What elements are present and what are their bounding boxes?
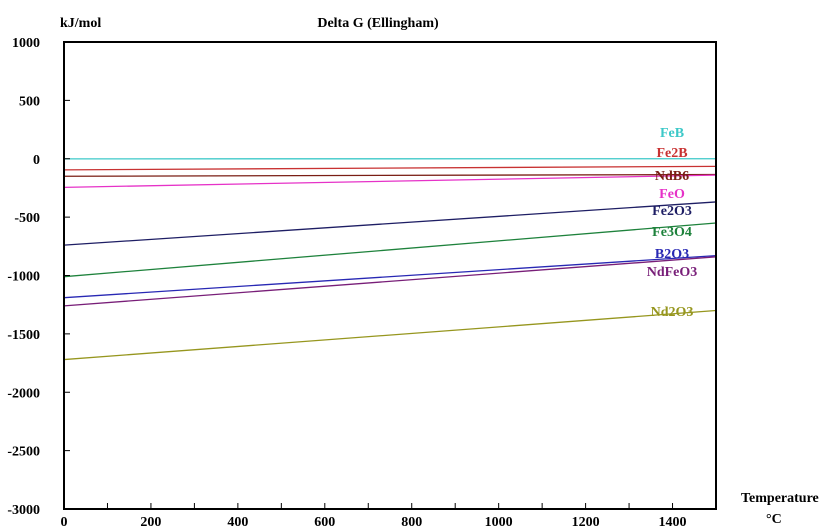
y-tick-label: 1000 — [12, 36, 40, 51]
y-tick-label: 500 — [19, 94, 40, 109]
y-tick-label: -500 — [14, 211, 40, 226]
series-label-ndb6: NdB6 — [655, 169, 689, 184]
x-tick-label: 600 — [314, 515, 335, 530]
series-line-fe3o4 — [63, 222, 717, 278]
series-label-feo: FeO — [659, 187, 685, 202]
y-tick-label: -2000 — [7, 386, 40, 401]
series-line-ndb6 — [63, 173, 717, 177]
series-label-fe2o3: Fe2O3 — [652, 204, 692, 219]
series-label-fe2b: Fe2B — [656, 146, 687, 161]
series-line-ndfeo3 — [63, 256, 717, 307]
plot-frame — [63, 41, 717, 510]
y-axis-label: kJ/mol — [60, 16, 101, 31]
series-label-ndfeo3: NdFeO3 — [647, 265, 698, 280]
x-tick-label: 1200 — [572, 515, 600, 530]
series-line-fe2b — [63, 165, 717, 171]
x-axis-label: Temperature — [741, 491, 819, 506]
series-line-b2o3 — [63, 255, 717, 299]
x-axis-unit: °C — [766, 512, 782, 527]
x-tick-label: 400 — [227, 515, 248, 530]
x-tick-label: 200 — [140, 515, 161, 530]
x-tick-label: 0 — [61, 515, 68, 530]
y-tick-label: -2500 — [7, 445, 40, 460]
x-tick-label: 800 — [401, 515, 422, 530]
chart-title: Delta G (Ellingham) — [317, 16, 439, 31]
series-label-nd2o3: Nd2O3 — [651, 305, 694, 320]
x-tick-label: 1400 — [659, 515, 687, 530]
y-tick-label: -1000 — [7, 270, 40, 285]
series-label-feb: FeB — [660, 126, 684, 141]
x-tick-label: 1000 — [485, 515, 513, 530]
series-line-feo — [63, 174, 717, 189]
y-tick-label: -1500 — [7, 328, 40, 343]
series-line-nd2o3 — [63, 309, 717, 361]
series-label-b2o3: B2O3 — [655, 247, 689, 262]
y-tick-label: -3000 — [7, 503, 40, 518]
series-label-fe3o4: Fe3O4 — [652, 225, 692, 240]
series-line-fe2o3 — [63, 201, 717, 246]
y-tick-label: 0 — [33, 153, 40, 168]
